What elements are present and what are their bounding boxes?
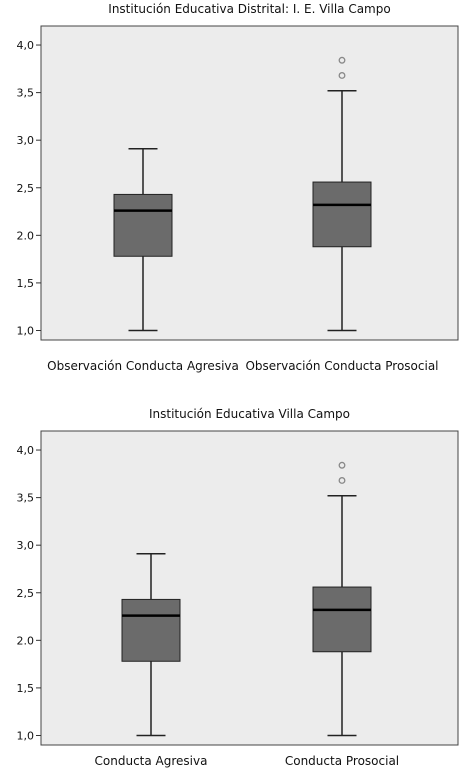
x-category-label: Conducta Prosocial [285,754,399,768]
box-body [113,193,173,257]
outlier-point [338,461,346,469]
box-1 [113,147,173,332]
chart-panel-2: Institución Educativa Villa Campo 1,0 1,5 2… [17,407,459,768]
box-body [121,598,181,662]
outlier-point [338,477,346,484]
chart-title: Institución Educativa Villa Campo [149,407,350,421]
y-tick-label: 1,5 [17,277,35,290]
box-2 [312,56,372,332]
y-tick-label: 1,5 [17,682,35,695]
box-2 [312,461,372,737]
x-category-label: Observación Conducta Prosocial [245,359,438,373]
y-tick-label: 2.0 [17,634,35,647]
chart-title: Institución Educativa Distrital: I. E. V… [108,2,390,16]
outlier-point [338,56,346,64]
y-tick-label: 2.0 [17,229,35,242]
plot-area [40,25,459,341]
y-tick-label: 3,5 [17,87,35,100]
box-body [312,586,372,653]
y-tick-label: 3,0 [17,134,35,147]
y-tick-label: 3,0 [17,539,35,552]
outlier-point [338,72,346,79]
y-tick-label: 1,0 [17,729,35,742]
x-category-label: Observación Conducta Agresiva [47,359,239,373]
y-tick-label: 4,0 [17,39,35,52]
y-tick-label: 4,0 [17,444,35,457]
box-1 [121,552,181,737]
y-tick-label: 2,5 [17,182,35,195]
y-tick-label: 1,0 [17,324,35,337]
y-tick-label: 3,5 [17,492,35,505]
x-category-label: Conducta Agresiva [95,754,208,768]
box-body [312,181,372,248]
plot-area [40,430,459,746]
y-tick-label: 2,5 [17,587,35,600]
chart-panel-1: Institución Educativa Distrital: I. E. V… [17,2,459,373]
